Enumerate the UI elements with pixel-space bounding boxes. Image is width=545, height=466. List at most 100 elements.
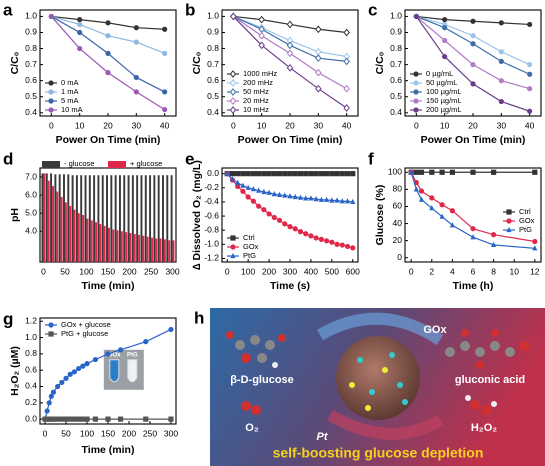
marker: [418, 188, 425, 194]
legend-marker: [230, 244, 236, 250]
arrow: [316, 312, 444, 346]
panel-label: g: [3, 309, 13, 328]
y-tick-label: 7.0: [25, 171, 37, 181]
oxygen-label: O₂: [245, 422, 259, 434]
x-tick-label: 20: [468, 120, 478, 130]
x-tick-label: 30: [497, 120, 507, 130]
legend-label: GOx: [519, 216, 535, 225]
y-tick-label: 1.0: [25, 332, 37, 342]
catalyst-label: Pt: [317, 431, 329, 443]
marker: [297, 194, 304, 200]
x-tick-label: 0: [231, 120, 236, 130]
marker: [287, 193, 293, 199]
legend-label: PtG + glucose: [61, 329, 108, 338]
marker: [297, 229, 304, 235]
bar: [56, 191, 59, 262]
bar: [75, 175, 78, 262]
marker: [439, 169, 445, 175]
y-tick-label: 0.2: [25, 397, 37, 407]
marker: [77, 17, 83, 23]
legend-marker: [48, 331, 54, 337]
marker: [470, 169, 476, 175]
marker: [413, 186, 419, 192]
x-tick-label: 30: [132, 120, 142, 130]
y-tick-label: 5.0: [25, 207, 37, 217]
marker: [133, 74, 139, 81]
y-axis-title: Glucose (%): [374, 185, 386, 246]
y-tick-label: 0.8: [207, 43, 219, 53]
x-axis-title: Time (min): [82, 444, 135, 456]
marker: [105, 416, 111, 422]
legend-marker: [48, 322, 54, 328]
product-label: gluconic acid: [455, 374, 525, 386]
bar: [82, 215, 85, 262]
y-tick-label: 1.0: [25, 11, 37, 21]
legend-marker: [48, 98, 54, 104]
y-tick-label: 6.0: [25, 189, 37, 199]
bar: [69, 205, 72, 262]
legend-label: 50 mHz: [243, 87, 269, 96]
marker: [143, 339, 149, 345]
marker: [46, 400, 52, 406]
bar: [151, 237, 153, 262]
marker: [266, 171, 272, 177]
caption: self-boosting glucose depletion: [273, 445, 484, 461]
x-tick-label: 10: [440, 120, 450, 130]
x-tick-label: 200: [262, 266, 276, 276]
marker: [286, 20, 294, 29]
legend-label: PtG: [519, 225, 532, 234]
marker: [261, 171, 267, 177]
marker: [339, 242, 345, 248]
marker: [50, 389, 57, 395]
legend-swatch: [108, 161, 126, 168]
marker: [266, 211, 272, 217]
bar: [88, 175, 91, 262]
bar: [103, 225, 106, 262]
chart-panel: a 0.4 0.5 0.6 0.7 0.8 0.9 1.0 0 10 20 30 40 Power On …: [3, 0, 177, 146]
marker: [276, 191, 283, 197]
marker: [527, 62, 533, 68]
y-axis-title: H₂O₂ (µM): [9, 346, 21, 396]
marker: [334, 171, 340, 177]
marker: [491, 232, 497, 238]
marker: [250, 198, 256, 204]
legend-label: 5 mA: [61, 96, 79, 105]
marker: [308, 171, 314, 177]
legend-label: GOx + glucose: [61, 320, 111, 329]
marker: [77, 21, 83, 28]
x-axis-title: Power On Time (min): [238, 134, 343, 146]
marker: [344, 171, 351, 177]
legend-marker: [413, 80, 419, 86]
marker: [84, 416, 90, 422]
marker: [245, 171, 251, 177]
y-tick-label: -1.2: [204, 253, 219, 263]
bar: [93, 175, 96, 262]
marker: [287, 224, 293, 230]
marker: [413, 169, 419, 175]
marker: [256, 187, 262, 193]
legend-label: 1000 mHz: [243, 69, 277, 78]
marker: [63, 416, 69, 422]
marker: [303, 195, 309, 201]
x-tick-label: 600: [346, 266, 360, 276]
marker: [532, 245, 538, 251]
marker: [470, 41, 476, 47]
x-tick-label: 100: [80, 428, 94, 438]
y-tick-label: 0.8: [25, 348, 37, 358]
marker: [133, 89, 139, 95]
h2o2-molecule: [465, 395, 497, 415]
marker: [429, 169, 435, 175]
marker: [318, 236, 324, 242]
bar: [47, 180, 50, 262]
y-tick-label: 0.8: [25, 43, 37, 53]
bar: [60, 196, 63, 262]
marker: [287, 171, 293, 177]
bar: [90, 220, 93, 262]
marker: [313, 171, 319, 177]
bar: [136, 175, 139, 262]
y-axis-title: pH: [9, 208, 21, 222]
marker: [418, 196, 425, 202]
marker: [442, 53, 448, 60]
marker: [230, 12, 237, 21]
y-tick-label: -1.0: [204, 239, 219, 249]
